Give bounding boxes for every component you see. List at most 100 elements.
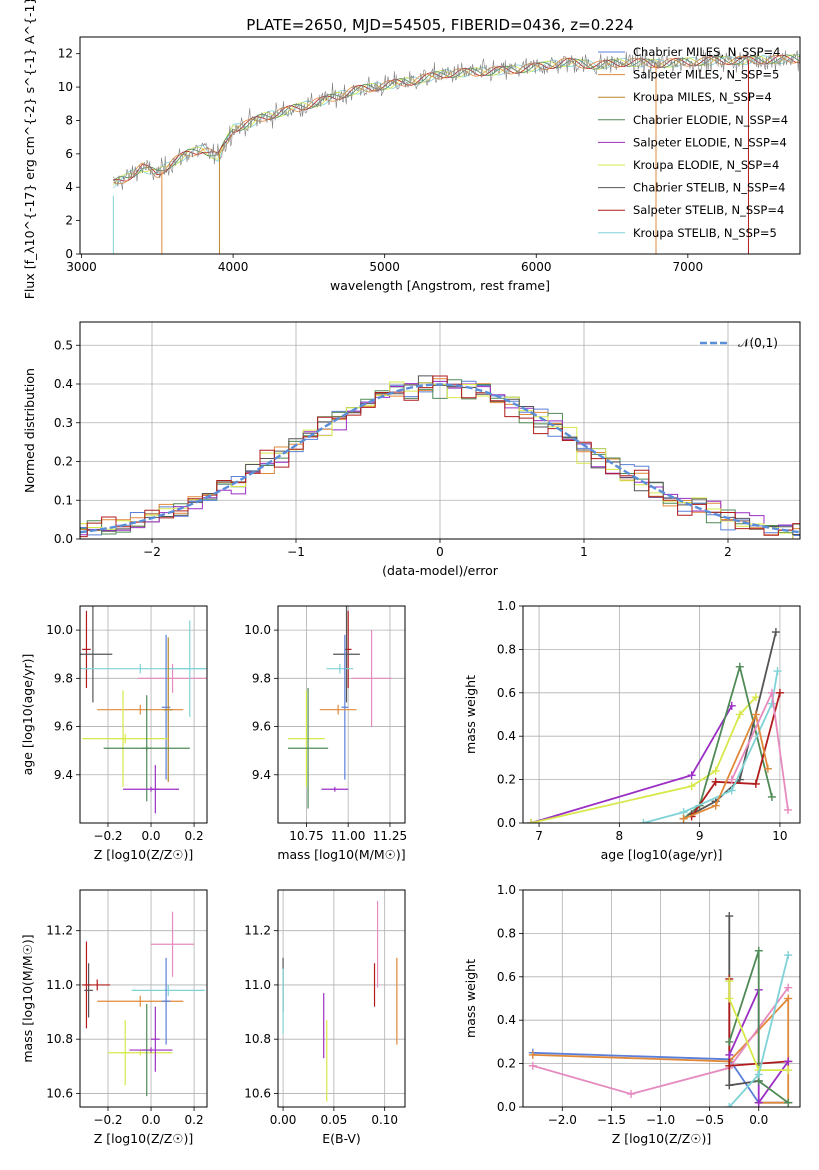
y-tick-label: 0.8: [497, 642, 516, 656]
x-axis-label: (data-model)/error: [382, 563, 499, 578]
y-tick-label: 11.0: [244, 978, 271, 992]
x-axis-label: Z [log10(Z/Z☉)]: [94, 1131, 194, 1146]
x-tick-label: −1: [287, 545, 305, 559]
y-tick-label: 9.4: [252, 768, 271, 782]
y-tick-label: 9.6: [252, 720, 271, 734]
model-spectrum-line: [113, 54, 800, 185]
y-tick-label: 0: [65, 247, 73, 261]
y-tick-label: 1.0: [497, 883, 516, 897]
gaussian-curve: [80, 383, 800, 534]
axes-frame: [522, 889, 801, 1108]
legend-entry: Chabrier STELIB, N_SSP=4: [633, 181, 785, 195]
residual-histogram: [80, 375, 800, 538]
x-tick-label: 0.0: [749, 1113, 768, 1127]
y-tick-label: 0.0: [497, 1100, 516, 1114]
y-tick-label: 10.6: [244, 1086, 271, 1100]
plot-area: [82, 911, 205, 1097]
weight-line: [683, 711, 769, 820]
axes-frame: [79, 321, 801, 540]
y-tick-label: 2: [65, 214, 73, 228]
panel-residuals: −2 −1 0 1 2 0.0 0.1 0.2 0.3 0.4 0.5 (data-model)/er…: [22, 321, 801, 578]
plot-area: [282, 900, 398, 1102]
plot-area: [112, 48, 800, 254]
x-axis-label: wavelength [Angstrom, rest frame]: [330, 278, 550, 293]
y-tick-label: 8: [65, 113, 73, 127]
y-tick-label: 10: [58, 80, 73, 94]
y-tick-label: 10.8: [244, 1032, 271, 1046]
x-axis-label: Z [log10(Z/Z☉)]: [612, 1131, 712, 1146]
weight-line: [691, 631, 777, 816]
axes-frame: [522, 605, 801, 824]
x-tick-label: 0.0: [141, 829, 160, 843]
y-tick-label: 0.2: [497, 773, 516, 787]
y-tick-label: 10.8: [46, 1032, 73, 1046]
x-tick-label: −0.2: [93, 829, 122, 843]
plot-area: [80, 606, 207, 814]
figure-title: PLATE=2650, MJD=54505, FIBERID=0436, z=0…: [246, 16, 633, 34]
x-tick-label: 1: [580, 545, 588, 559]
x-axis-label: mass [log10(M/M☉)]: [277, 847, 405, 862]
x-tick-label: 10.75: [289, 829, 323, 843]
y-tick-label: 0.0: [497, 816, 516, 830]
panel-age-vs-Z: −0.2 0.0 0.2 9.4 9.6 9.8 10.0 Z [log10(Z/Z☉)] ag…: [20, 605, 208, 862]
x-tick-label: −2: [143, 545, 161, 559]
y-tick-label: 4: [65, 180, 73, 194]
x-tick-label: 7000: [673, 260, 704, 274]
x-tick-label: −1.5: [597, 1113, 626, 1127]
x-tick-label: 6000: [521, 260, 552, 274]
y-tick-label: 10.0: [244, 623, 271, 637]
weight-line: [530, 696, 757, 823]
y-tick-label: 0.2: [497, 1057, 516, 1071]
axes-frame: [79, 36, 801, 255]
panel-mass-vs-ebv: 0.00 0.05 0.10 10.6 10.8 11.0 11.2 E(B-V): [244, 889, 406, 1146]
y-tick-label: 11.2: [46, 924, 73, 938]
x-tick-label: 7: [535, 829, 543, 843]
panel-mass-vs-Z: −0.2 0.0 0.2 10.6 10.8 11.0 11.2 Z [log10(Z/Z☉)…: [20, 889, 208, 1146]
y-tick-label: 9.4: [54, 768, 73, 782]
x-axis-label: Z [log10(Z/Z☉)]: [94, 847, 194, 862]
x-axis-label: E(B-V): [322, 1131, 361, 1146]
legend-entry: Kroupa ELODIE, N_SSP=4: [633, 158, 779, 172]
x-tick-label: −0.2: [93, 1113, 122, 1127]
y-tick-label: 0.8: [497, 926, 516, 940]
plot-area: [80, 375, 800, 539]
axes-frame: [277, 889, 406, 1108]
x-tick-label: 0.0: [141, 1113, 160, 1127]
y-axis-label: mass weight: [463, 959, 478, 1038]
y-tick-label: 0.4: [497, 1013, 516, 1027]
axes-frame: [79, 605, 208, 824]
residual-histogram: [80, 380, 800, 539]
weight-line: [643, 670, 779, 823]
panel-spectrum: 3000 4000 5000 6000 7000 0 2 4 6 8 10 12 wavelength …: [22, 0, 801, 299]
y-tick-label: 0.6: [497, 970, 516, 984]
y-tick-label: 1.0: [497, 599, 516, 613]
y-tick-label: 6: [65, 147, 73, 161]
y-tick-label: 12: [58, 47, 73, 61]
y-tick-label: 0.4: [54, 377, 73, 391]
axes-frame: [79, 889, 208, 1108]
y-axis-label: mass [log10(M/M☉)]: [20, 934, 35, 1062]
weight-line: [690, 692, 781, 818]
plot-area: [528, 912, 793, 1107]
y-tick-label: 9.8: [54, 671, 73, 685]
legend-entry: 𝒩(0,1): [738, 336, 778, 350]
x-tick-label: 3000: [66, 260, 97, 274]
y-tick-label: 0.2: [54, 455, 73, 469]
x-tick-label: 0.00: [270, 1113, 297, 1127]
x-tick-label: 2: [724, 545, 732, 559]
x-tick-label: 8: [616, 829, 624, 843]
weight-line: [728, 981, 789, 1071]
x-tick-label: 0.10: [371, 1113, 398, 1127]
legend-entry: Salpeter ELODIE, N_SSP=4: [633, 135, 787, 149]
x-tick-label: 0.2: [185, 1113, 204, 1127]
model-spectrum-line: [113, 54, 800, 182]
x-tick-label: −2.0: [548, 1113, 577, 1127]
y-tick-label: 0.3: [54, 416, 73, 430]
y-tick-label: 10.6: [46, 1086, 73, 1100]
panel-weight-vs-Z: −2.0 −1.5 −1.0 −0.5 0.0 0.0 0.2 0.4 0.6 0.8 1.0 Z […: [463, 883, 801, 1146]
y-tick-label: 0.0: [54, 532, 73, 546]
x-tick-label: 0: [436, 545, 444, 559]
legend-entry: Salpeter STELIB, N_SSP=4: [633, 203, 784, 217]
plot-area: [527, 628, 792, 823]
